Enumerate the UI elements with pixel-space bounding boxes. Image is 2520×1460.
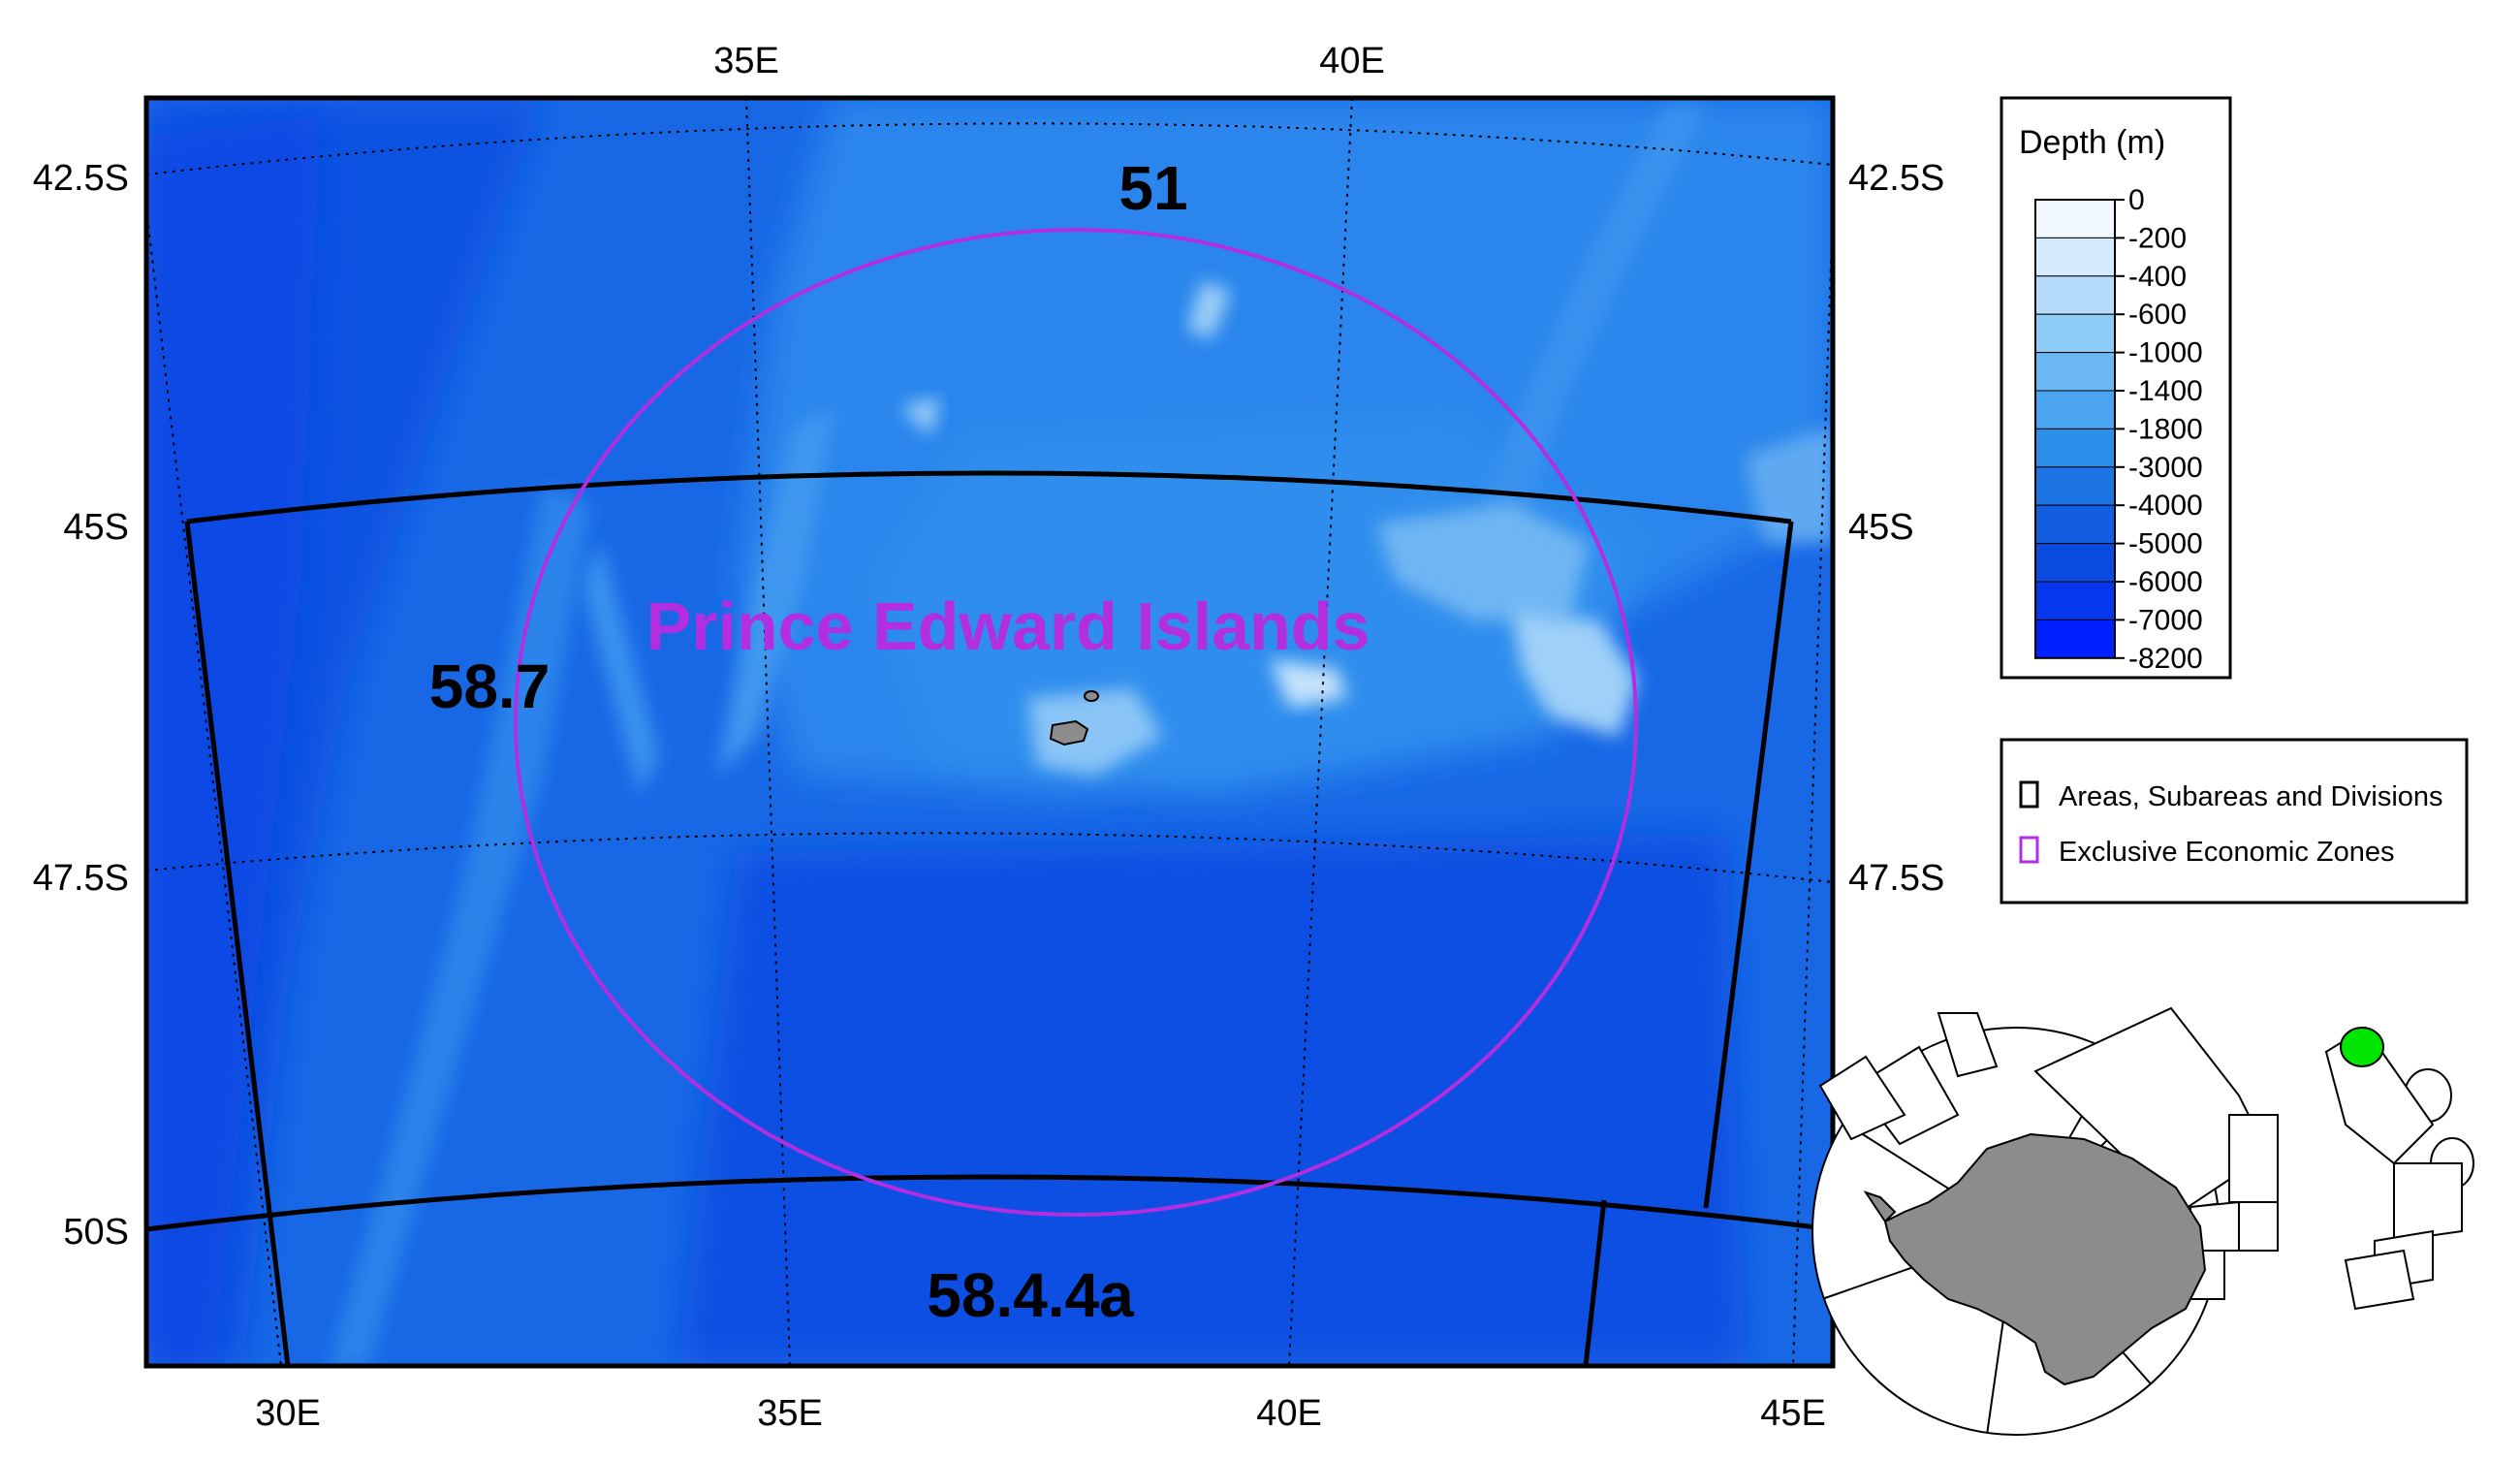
depth-level-label: -1800	[2128, 413, 2203, 445]
depth-color-swatch	[2034, 466, 2116, 506]
left-lat-label: 45S	[63, 507, 129, 548]
depth-color-swatch	[2034, 390, 2116, 429]
area-label-58-7: 58.7	[429, 651, 551, 721]
depth-legend-title: Depth (m)	[2019, 124, 2165, 161]
marion-island[interactable]	[1049, 719, 1089, 746]
left-lat-label: 50S	[63, 1212, 129, 1253]
boundary-50s	[146, 1174, 1833, 1232]
depth-color-bar-frame	[2034, 199, 2116, 659]
depth-level-label: -6000	[2128, 566, 2203, 598]
area-boundary-swatch	[2019, 780, 2039, 809]
inset-subarea-boxes	[1818, 1006, 2474, 1300]
graticule-lon-45	[1792, 207, 1833, 1366]
left-lat-label: 42.5S	[33, 158, 129, 199]
depth-legend: Depth (m) 0 -200 -400 -600 -1000 -1400 -1800 -3…	[2000, 96, 2232, 680]
graticule-lon-40	[1288, 98, 1353, 1366]
left-lat-label: 47.5S	[33, 858, 129, 899]
top-lon-label: 35E	[713, 41, 779, 81]
depth-color-swatch	[2034, 352, 2116, 392]
depth-color-bar	[2034, 199, 2125, 659]
boundary-30e	[184, 521, 291, 1366]
depth-color-swatch	[2034, 428, 2116, 468]
depth-level-label: -400	[2128, 261, 2187, 293]
depth-level-label: -4000	[2128, 490, 2203, 522]
axis-labels: 35E 40E 30E 35E 40E 45E 42.5S 45S 47.5S …	[33, 41, 1945, 1434]
depth-level-label: -1400	[2128, 375, 2203, 407]
eez-swatch	[2019, 836, 2039, 864]
boundary-45s	[186, 470, 1792, 524]
eez-boundary[interactable]	[514, 228, 1638, 1217]
depth-color-swatch	[2034, 313, 2116, 354]
inset-outer-subareas	[2324, 1026, 2463, 1311]
depth-level-label: 0	[2128, 184, 2145, 216]
eez-legend-label: Exclusive Economic Zones	[2059, 837, 2395, 868]
antarctic-peninsula	[1863, 1190, 1897, 1223]
depth-level-label: -200	[2128, 222, 2187, 254]
boundary-legend: Areas, Subareas and Divisions Exclusive …	[2000, 738, 2469, 905]
depth-color-swatch	[2034, 199, 2116, 238]
depth-level-label: -1000	[2128, 337, 2203, 369]
right-lat-label: 47.5S	[1848, 858, 1944, 899]
bottom-lon-label: 30E	[255, 1393, 321, 1434]
depth-level-label: -5000	[2128, 528, 2203, 560]
antarctica-locator-inset	[1811, 1006, 2474, 1436]
eez-label: Prince Edward Islands	[646, 588, 1370, 664]
depth-level-labels: 0 -200 -400 -600 -1000 -1400 -1800 -3000 -4000 -5…	[2128, 184, 2203, 675]
area-boundary-legend-label: Areas, Subareas and Divisions	[2059, 781, 2443, 812]
bottom-lon-label: 35E	[757, 1393, 823, 1434]
right-lat-label: 42.5S	[1848, 158, 1944, 199]
area-label-58-4-4a: 58.4.4a	[927, 1260, 1134, 1330]
depth-level-label: -600	[2128, 299, 2187, 331]
depth-color-swatch	[2034, 543, 2116, 583]
depth-color-swatch	[2034, 275, 2116, 315]
boundary-south-east	[1583, 1199, 1607, 1366]
bottom-lon-label: 40E	[1256, 1393, 1322, 1434]
depth-level-label: -7000	[2128, 604, 2203, 636]
prince-edward-island[interactable]	[1084, 690, 1099, 702]
graticule-lat-47-5	[146, 832, 1833, 883]
right-lat-label: 45S	[1848, 507, 1914, 548]
depth-color-swatch	[2034, 504, 2116, 545]
bathymetry-map[interactable]: Prince Edward Islands 51 58.7 58.4.4a	[143, 95, 1836, 1369]
top-lon-label: 40E	[1319, 41, 1385, 81]
depth-level-label: -8200	[2128, 643, 2203, 675]
depth-color-swatch	[2034, 619, 2116, 659]
depth-color-swatch	[2034, 237, 2116, 277]
graticule	[146, 98, 1833, 1366]
graticule-lon-30	[146, 207, 282, 1366]
area-label-51: 51	[1118, 153, 1187, 223]
prince-edward-islands[interactable]	[1049, 690, 1099, 746]
graticule-lon-35	[745, 98, 791, 1366]
location-highlight-marker	[2340, 1027, 2384, 1067]
antarctica-landmass	[1883, 1132, 2207, 1386]
area-boundaries	[146, 470, 1833, 1366]
boundary-legend-box	[2000, 738, 2469, 905]
map-frame	[143, 95, 1836, 1369]
graticule-lat-42-5	[146, 122, 1833, 175]
bottom-lon-label: 45E	[1760, 1393, 1826, 1434]
depth-color-swatch	[2034, 581, 2116, 620]
depth-level-label: -3000	[2128, 452, 2203, 484]
boundary-east	[1703, 521, 1794, 1209]
